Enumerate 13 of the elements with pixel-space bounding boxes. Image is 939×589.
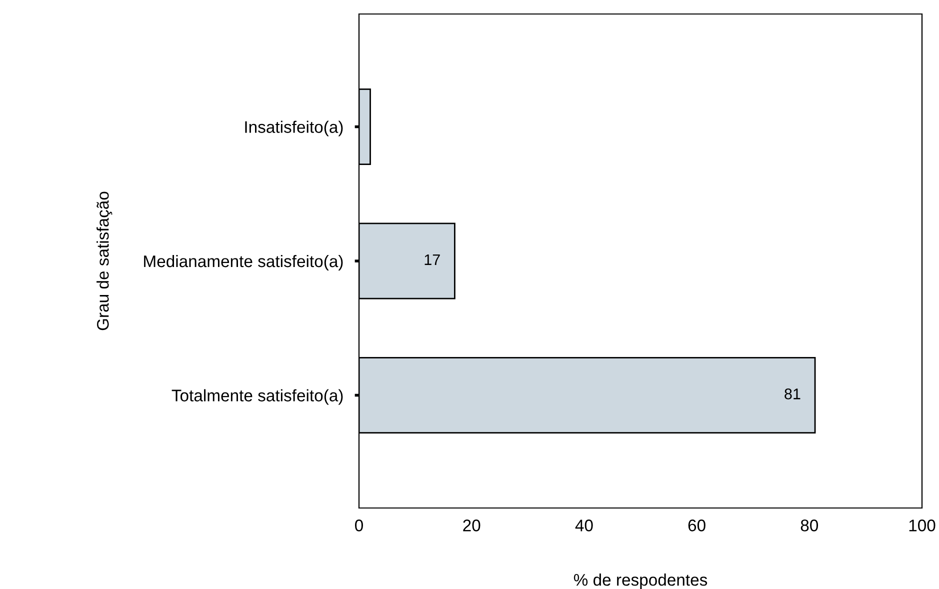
y-tick-label: Medianamente satisfeito(a) bbox=[144, 254, 343, 270]
data-label: 17 bbox=[424, 254, 440, 265]
data-label: 81 bbox=[784, 388, 800, 400]
x-axis-title: % de respodentes bbox=[574, 574, 708, 589]
x-tick-label: 40 bbox=[575, 520, 593, 532]
y-axis-title: Grau de satisfação bbox=[96, 192, 112, 330]
x-tick-label: 20 bbox=[463, 520, 480, 532]
x-tick-label: 80 bbox=[800, 520, 818, 532]
x-tick-label: 100 bbox=[909, 520, 936, 532]
x-tick-label: 60 bbox=[688, 520, 706, 532]
y-tick-label: Totalmente satisfeito(a) bbox=[172, 389, 343, 405]
x-tick-label: 0 bbox=[355, 520, 363, 532]
y-tick-label: Insatisfeito(a) bbox=[245, 120, 343, 136]
